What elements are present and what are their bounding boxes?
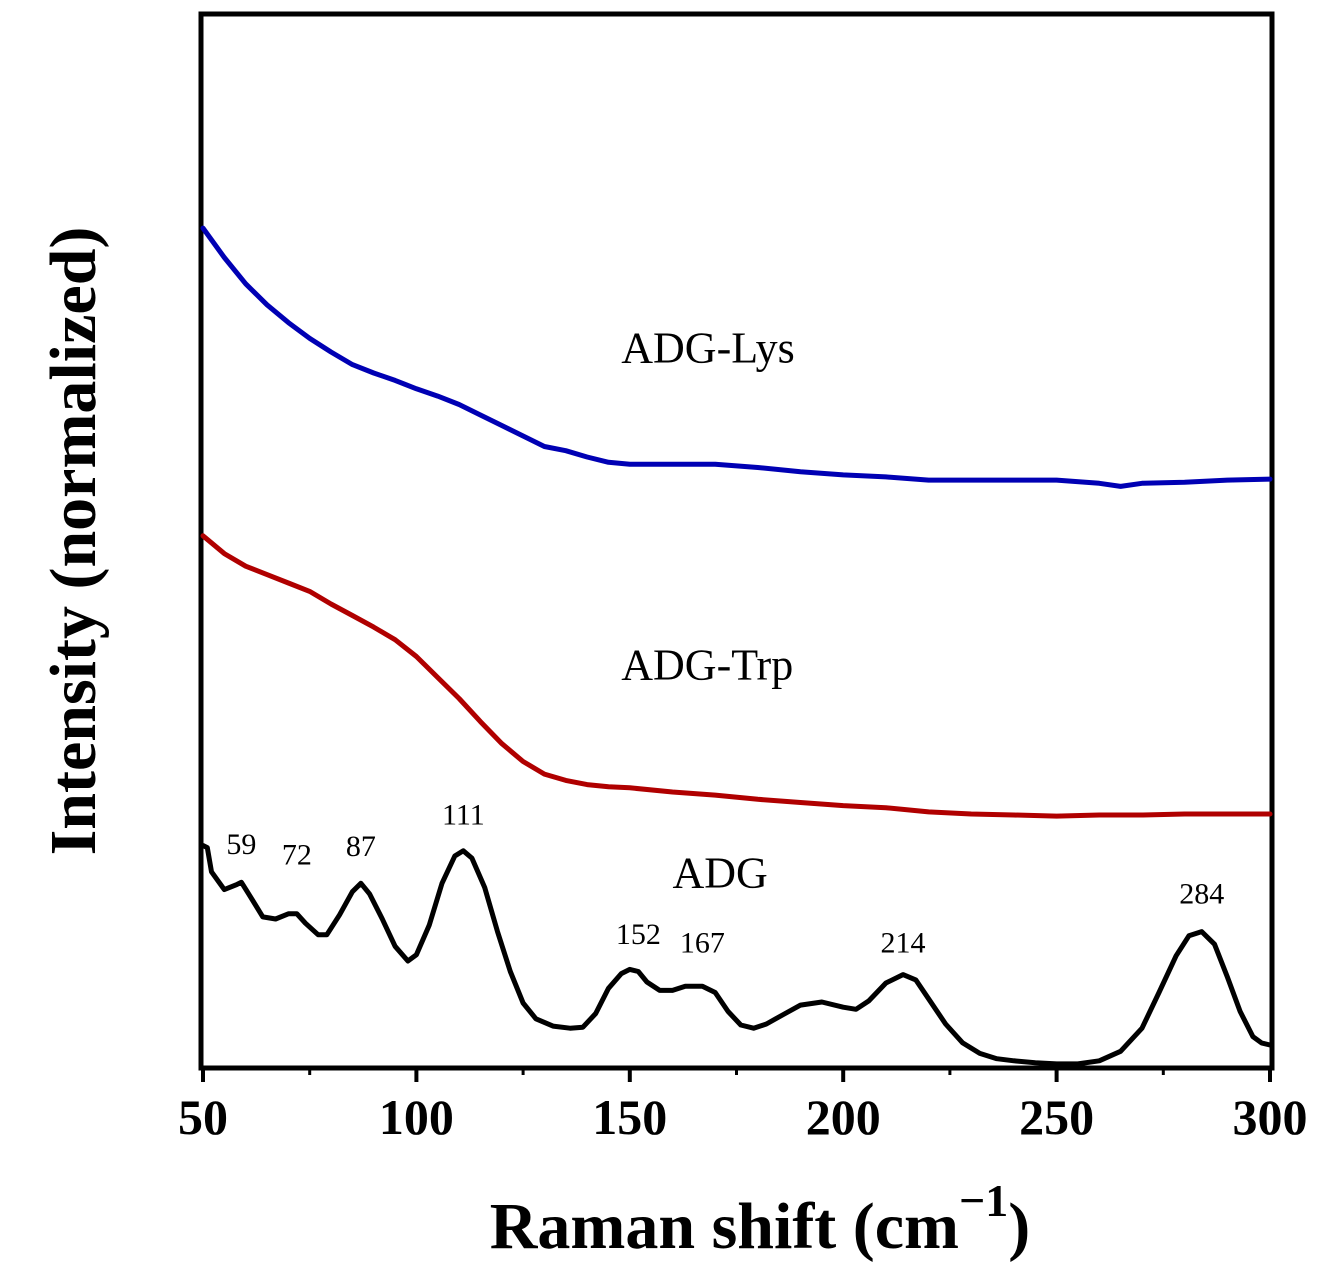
peak-label: 111 (442, 799, 485, 832)
plot-frame (198, 11, 1275, 1071)
peak-label: 59 (226, 828, 256, 861)
x-axis-title-main: Raman shift (cm (490, 1190, 959, 1263)
series-lines (200, 225, 1273, 1067)
x-axis-title-superscript: −1 (959, 1175, 1008, 1226)
series-label-adg-trp: ADG-Trp (621, 641, 793, 690)
peak-label: 152 (616, 918, 661, 951)
x-tick-label: 150 (592, 1089, 667, 1145)
series-line-adg-lys (200, 225, 1273, 489)
series-line-adg-trp (200, 533, 1273, 819)
peak-label: 214 (880, 927, 925, 960)
series-label-adg: ADG (672, 849, 767, 898)
y-axis-title: Intensity (normalized) (37, 227, 110, 856)
x-axis-ticks (201, 1066, 1272, 1082)
x-axis-tick-labels: 50 100 150 200 250 300 (178, 1089, 1308, 1145)
series-label-adg-lys: ADG-Lys (621, 324, 795, 373)
peak-label: 284 (1179, 877, 1224, 910)
x-axis-title-close: ) (1008, 1190, 1030, 1263)
x-tick-label: 300 (1233, 1089, 1308, 1145)
series-line-adg (200, 843, 1273, 1067)
peak-labels: 59 72 87 111 152 167 214 284 (226, 799, 1224, 960)
x-tick-label: 50 (178, 1089, 228, 1145)
x-tick-label: 200 (806, 1089, 881, 1145)
x-axis-title: Raman shift (cm−1) (490, 1175, 1031, 1263)
x-tick-label: 100 (379, 1089, 454, 1145)
peak-label: 167 (680, 927, 725, 960)
peak-label: 87 (346, 830, 376, 863)
x-tick-label: 250 (1019, 1089, 1094, 1145)
series-labels: ADG-Lys ADG-Trp ADG (621, 324, 795, 898)
peak-label: 72 (282, 838, 312, 871)
